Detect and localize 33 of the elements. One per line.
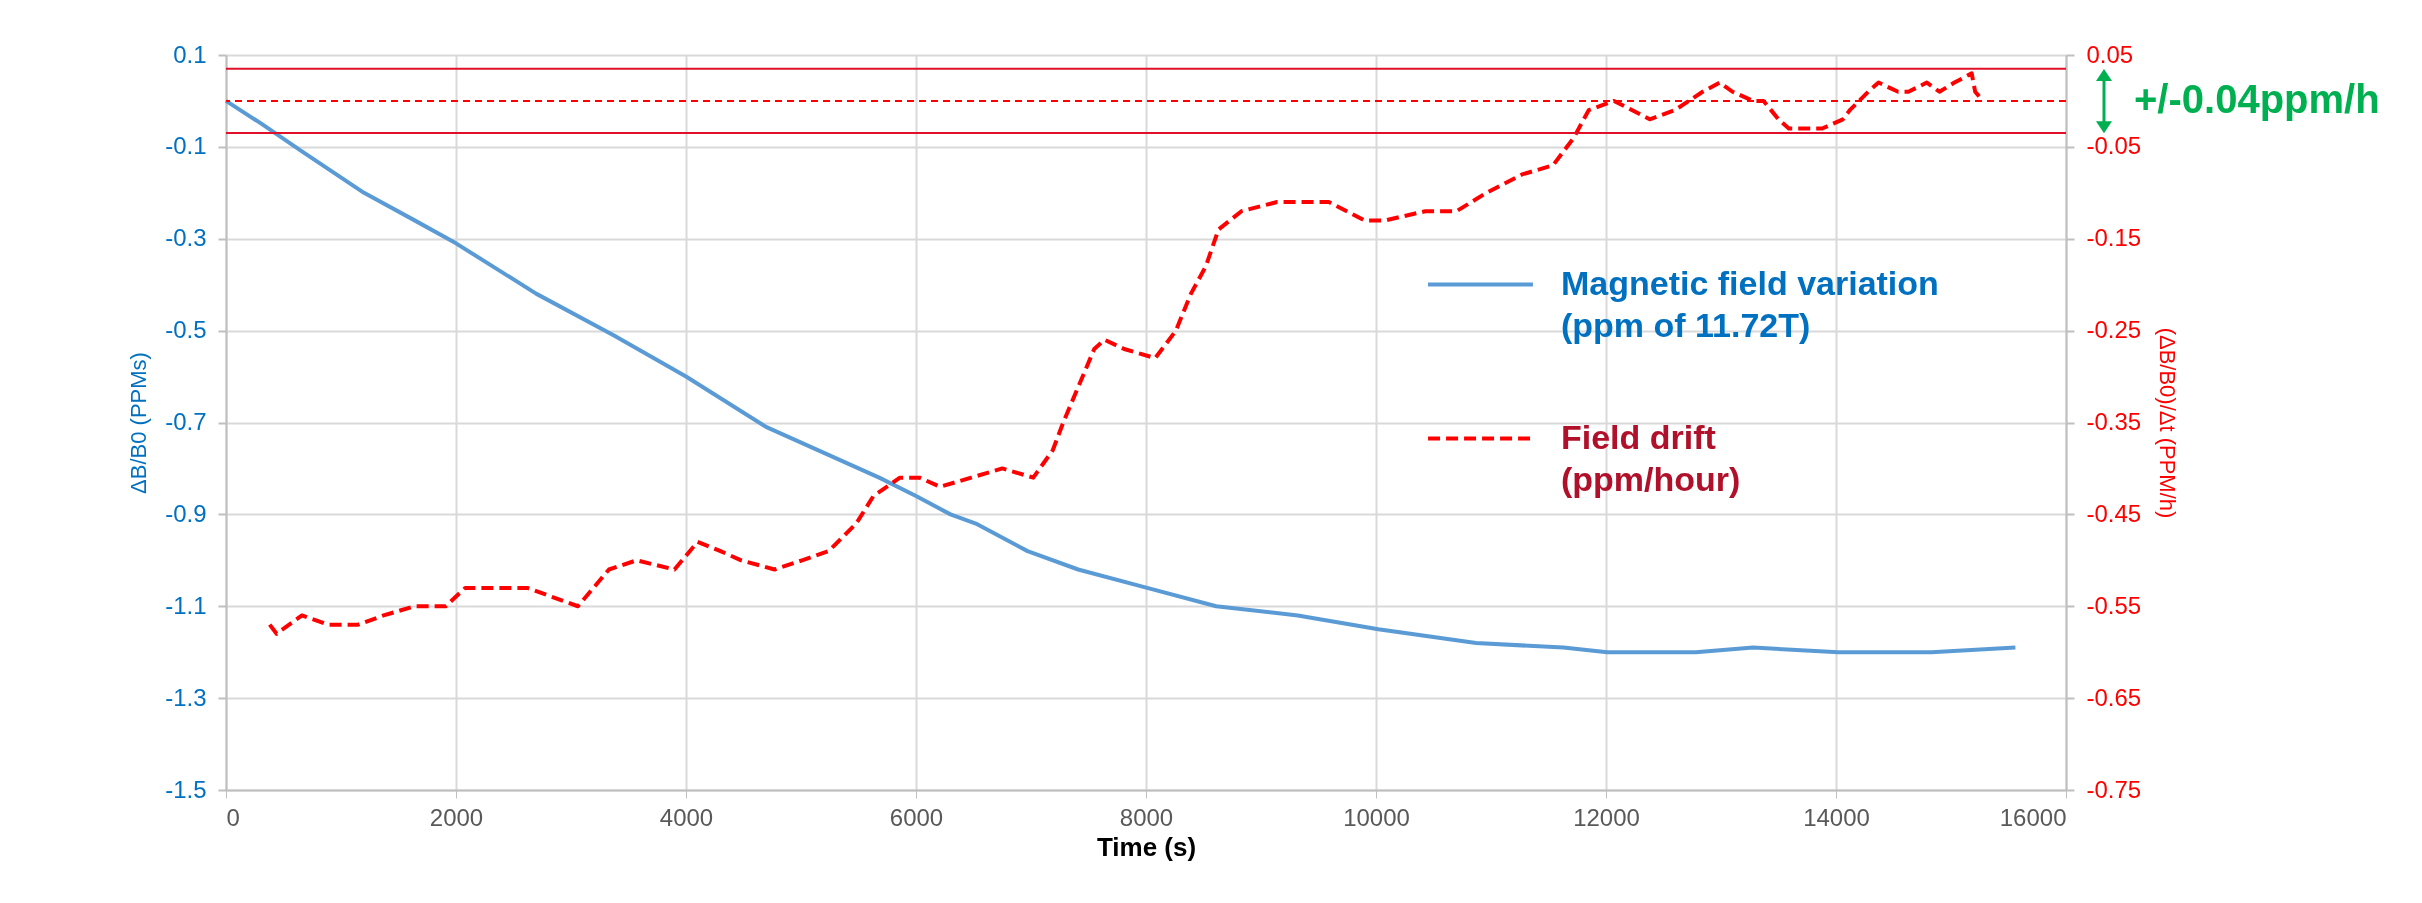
x-tick-label: 16000 <box>1999 803 2067 831</box>
y2-tick-label: -0.45 <box>2086 499 2142 527</box>
x-tick-label: 8000 <box>1119 803 1174 831</box>
y2-tick-label: -0.65 <box>2086 683 2142 711</box>
y-tick-label: -0.3 <box>165 224 207 252</box>
y-tick-label: -0.1 <box>165 132 207 160</box>
y2-tick-label: 0.05 <box>2086 40 2134 68</box>
y-tick-label: -0.7 <box>165 408 207 435</box>
y-tick-label: 0.1 <box>173 40 207 68</box>
y-tick-label: -0.9 <box>165 499 207 527</box>
y2-tick-label: -0.05 <box>2086 132 2142 160</box>
x-tick-label: 12000 <box>1573 803 1640 831</box>
y-tick-label: -1.1 <box>165 591 207 619</box>
x-tick-label: 6000 <box>889 803 944 831</box>
y-axis-title: ΔB/B0 (PPMs) <box>126 352 152 494</box>
y-tick-label: -1.3 <box>165 683 207 711</box>
legend-label: Magnetic field variation (ppm of 11.72T) <box>1561 263 1939 344</box>
x-tick-label: 0 <box>226 803 240 831</box>
y-tick-label: -1.5 <box>165 775 207 803</box>
y2-tick-label: -0.75 <box>2086 775 2142 803</box>
y2-tick-label: -0.25 <box>2086 316 2142 344</box>
y2-tick-label: -0.35 <box>2086 408 2142 435</box>
x-tick-label: 14000 <box>1803 803 1870 831</box>
x-tick-label: 10000 <box>1343 803 1410 831</box>
x-tick-label: 2000 <box>429 803 484 831</box>
x-axis-title: Time (s) <box>1096 831 1197 862</box>
text: +/-0.04ppm/h <box>2134 76 2380 122</box>
y2-tick-label: -0.15 <box>2086 224 2142 252</box>
y2-axis-title: (ΔB/B0)/Δt (PPM/h) <box>2155 327 2181 519</box>
legend-label: Field drift (ppm/hour) <box>1561 417 1741 498</box>
x-tick-label: 4000 <box>659 803 714 831</box>
y-tick-label: -0.5 <box>165 316 207 344</box>
y2-tick-label: -0.55 <box>2086 591 2142 619</box>
